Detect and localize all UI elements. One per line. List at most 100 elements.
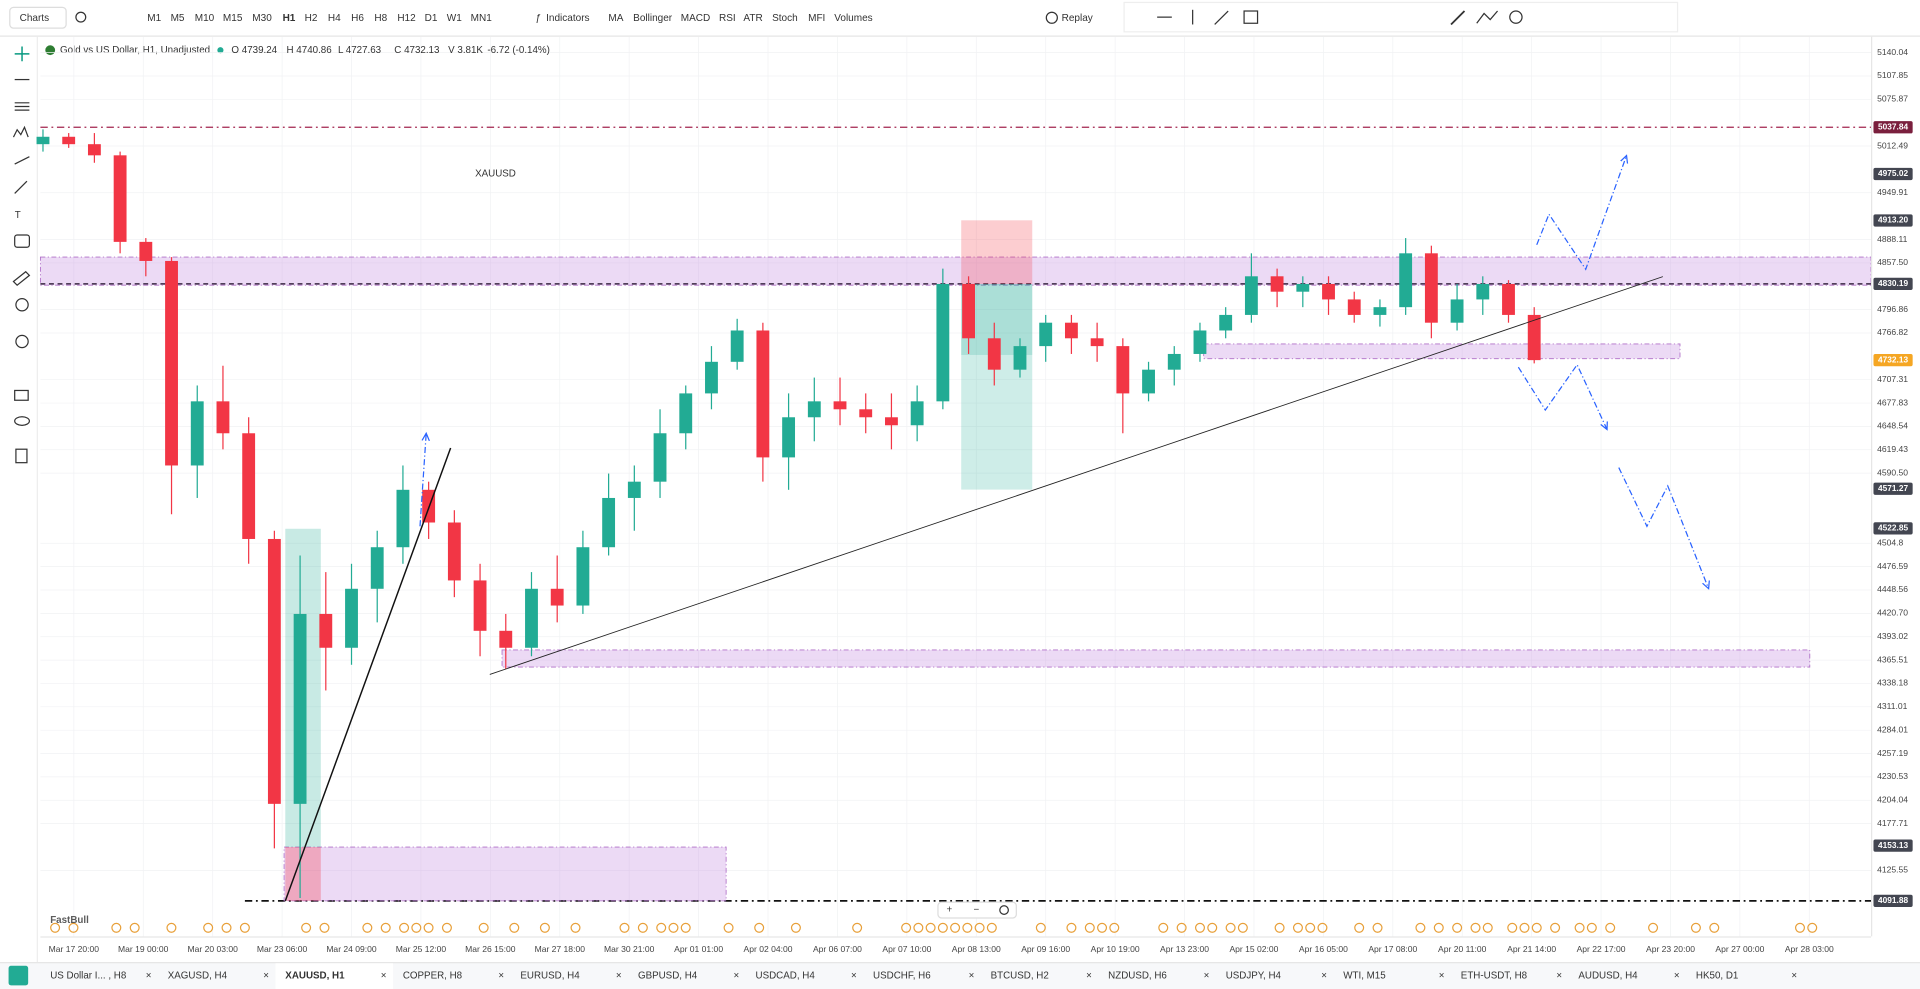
tab[interactable]: USDCAD, H4	[756, 971, 816, 982]
fib-tool[interactable]	[14, 102, 30, 111]
timeframe-button[interactable]: H2	[305, 13, 318, 24]
event-marker[interactable]	[986, 922, 997, 933]
event-marker[interactable]	[1317, 922, 1328, 933]
replay-button[interactable]: Replay	[1062, 13, 1093, 24]
timeframe-button[interactable]: H12	[397, 13, 416, 24]
timeframe-button[interactable]: M15	[223, 13, 243, 24]
event-marker[interactable]	[1354, 922, 1365, 933]
event-marker[interactable]	[478, 922, 489, 933]
tab-close[interactable]: ×	[1556, 971, 1562, 982]
timeframe-button[interactable]: H8	[374, 13, 387, 24]
event-marker[interactable]	[1035, 922, 1046, 933]
ruler-tool[interactable]	[12, 270, 31, 287]
trendline-tool[interactable]	[1214, 10, 1229, 25]
tab-close[interactable]: ×	[1321, 971, 1327, 982]
note-tool[interactable]	[14, 234, 30, 248]
tab-close[interactable]: ×	[1086, 971, 1092, 982]
event-marker[interactable]	[723, 922, 734, 933]
event-marker[interactable]	[901, 922, 912, 933]
tab-close[interactable]: ×	[1674, 971, 1680, 982]
text-tool[interactable]: T	[15, 210, 21, 221]
event-marker[interactable]	[68, 922, 79, 933]
indicator-button[interactable]: Volumes	[834, 13, 872, 24]
tab-close[interactable]: ×	[733, 971, 739, 982]
pattern-tool[interactable]	[12, 125, 29, 138]
tab[interactable]: EURUSD, H4	[520, 971, 580, 982]
timeframe-button[interactable]: H1	[283, 13, 296, 24]
event-marker[interactable]	[852, 922, 863, 933]
indicator-button[interactable]: ATR	[743, 13, 762, 24]
event-marker[interactable]	[668, 922, 679, 933]
event-marker[interactable]	[1415, 922, 1426, 933]
timeframe-button[interactable]: H4	[328, 13, 341, 24]
timeframe-button[interactable]: H6	[351, 13, 364, 24]
event-marker[interactable]	[301, 922, 312, 933]
tab[interactable]: USDJPY, H4	[1226, 971, 1282, 982]
timeframe-button[interactable]: MN1	[471, 13, 493, 24]
tab[interactable]: XAGUSD, H4	[168, 971, 228, 982]
event-marker[interactable]	[680, 922, 691, 933]
favorites-button[interactable]	[8, 965, 29, 986]
event-marker[interactable]	[380, 922, 391, 933]
indicator-button[interactable]: MACD	[681, 13, 711, 24]
event-marker[interactable]	[619, 922, 630, 933]
event-marker[interactable]	[1709, 922, 1720, 933]
event-marker[interactable]	[1066, 922, 1077, 933]
search-icon[interactable]	[75, 11, 87, 23]
tab-close[interactable]: ×	[1204, 971, 1210, 982]
charts-menu[interactable]	[9, 6, 67, 29]
event-marker[interactable]	[1574, 922, 1585, 933]
tab[interactable]: XAUUSD, H1	[285, 971, 345, 982]
event-marker[interactable]	[1225, 922, 1236, 933]
tab-close[interactable]: ×	[381, 971, 387, 982]
indicator-button[interactable]: MFI	[808, 13, 825, 24]
event-marker[interactable]	[637, 922, 648, 933]
indicator-button[interactable]: Stoch	[772, 13, 798, 24]
event-marker[interactable]	[1648, 922, 1659, 933]
event-marker[interactable]	[50, 922, 61, 933]
indicator-button[interactable]: RSI	[719, 13, 736, 24]
event-marker[interactable]	[509, 922, 520, 933]
event-marker[interactable]	[754, 922, 765, 933]
event-marker[interactable]	[950, 922, 961, 933]
event-marker[interactable]	[1109, 922, 1120, 933]
event-marker[interactable]	[570, 922, 581, 933]
event-marker[interactable]	[1292, 922, 1303, 933]
tab[interactable]: AUDUSD, H4	[1578, 971, 1638, 982]
timeframe-button[interactable]: M30	[252, 13, 272, 24]
event-marker[interactable]	[1176, 922, 1187, 933]
event-marker[interactable]	[221, 922, 232, 933]
crosshair-tool[interactable]	[14, 46, 30, 62]
event-marker[interactable]	[203, 922, 214, 933]
event-marker[interactable]	[962, 922, 973, 933]
event-marker[interactable]	[1531, 922, 1542, 933]
indicator-button[interactable]: Bollinger	[633, 13, 673, 24]
zoom-tool[interactable]	[15, 298, 29, 312]
event-marker[interactable]	[1519, 922, 1530, 933]
event-marker[interactable]	[1482, 922, 1493, 933]
timeframe-button[interactable]: M5	[171, 13, 185, 24]
timeframe-button[interactable]: W1	[447, 13, 462, 24]
lock-tool[interactable]	[14, 389, 29, 401]
event-marker[interactable]	[411, 922, 422, 933]
event-marker[interactable]	[1586, 922, 1597, 933]
event-marker[interactable]	[1237, 922, 1248, 933]
tab[interactable]: COPPER, H8	[403, 971, 463, 982]
event-marker[interactable]	[790, 922, 801, 933]
event-marker[interactable]	[539, 922, 550, 933]
event-marker[interactable]	[1372, 922, 1383, 933]
event-marker[interactable]	[974, 922, 985, 933]
event-marker[interactable]	[925, 922, 936, 933]
event-marker[interactable]	[1794, 922, 1806, 933]
event-marker[interactable]	[1207, 922, 1218, 933]
tab-close[interactable]: ×	[146, 971, 152, 982]
tab[interactable]: US Dollar I... , H8	[50, 971, 127, 982]
event-marker[interactable]	[1305, 922, 1316, 933]
event-marker[interactable]	[319, 922, 330, 933]
event-marker[interactable]	[362, 922, 373, 933]
visibility-tool[interactable]	[14, 416, 30, 426]
projection-tool[interactable]	[14, 156, 30, 165]
charts-menu-label[interactable]: Charts	[20, 13, 50, 24]
magnet-tool[interactable]	[15, 334, 29, 349]
event-marker[interactable]	[441, 922, 452, 933]
